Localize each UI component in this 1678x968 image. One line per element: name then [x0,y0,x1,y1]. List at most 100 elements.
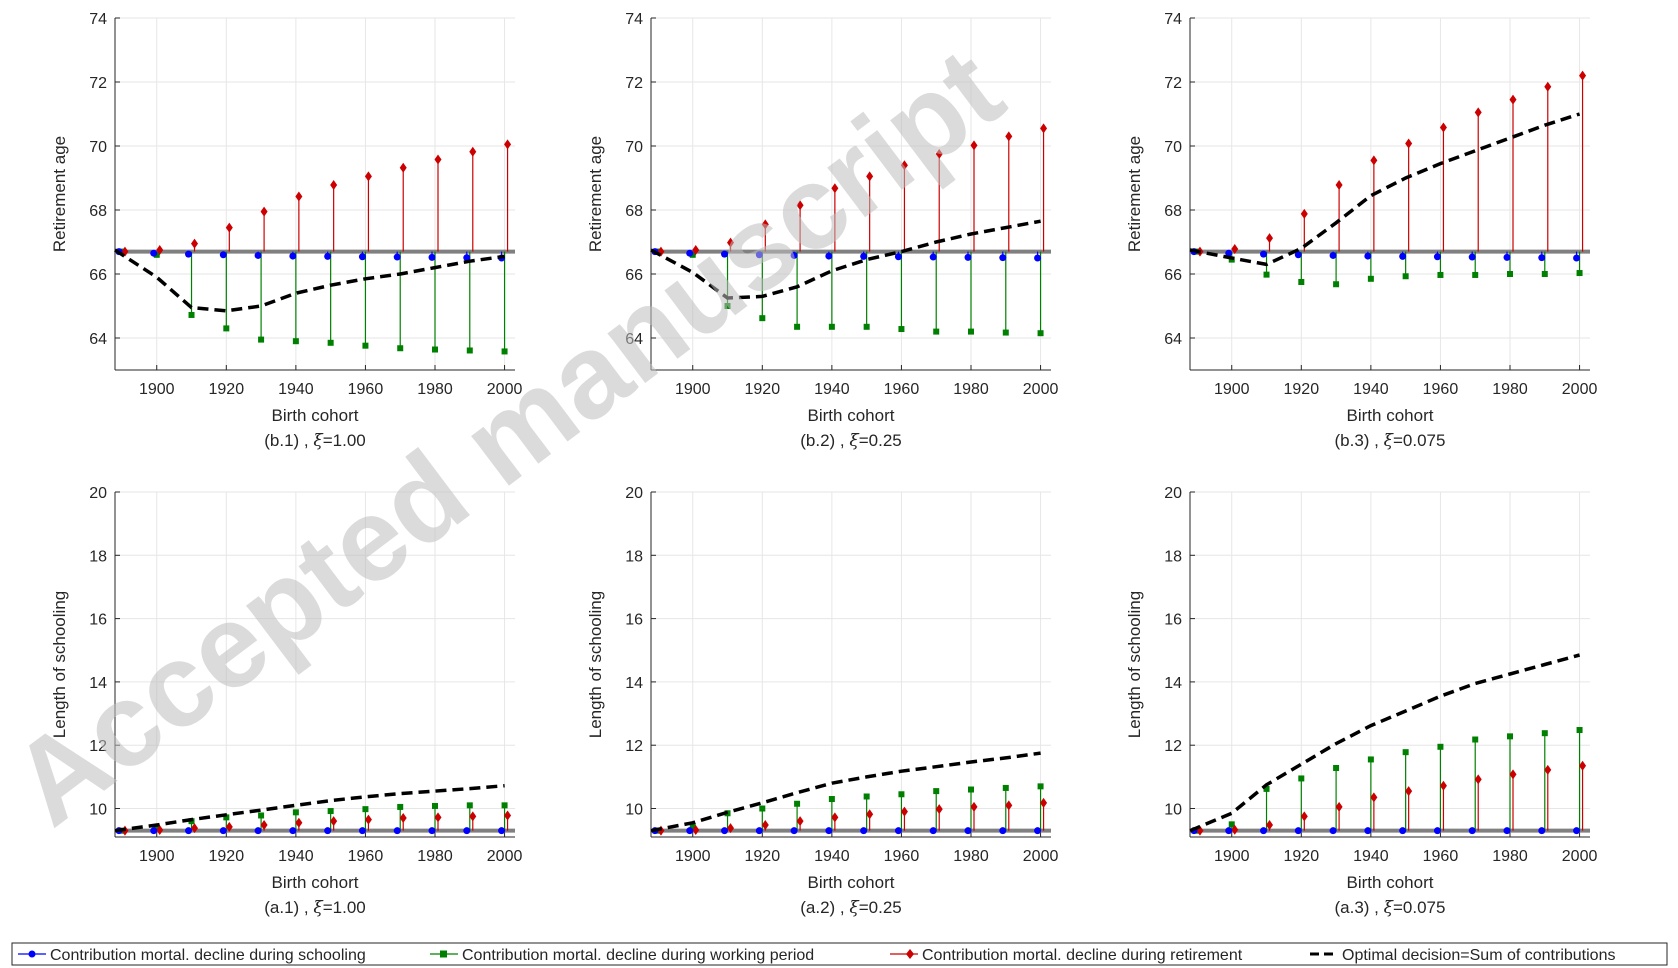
schooling-marker [1399,252,1407,260]
schooling-marker [860,827,868,835]
x-tick-label: 1900 [139,381,175,398]
working-marker [397,803,404,810]
x-tick-label: 2000 [487,381,523,398]
working-marker [863,793,870,800]
working-marker [759,315,766,322]
optimal-decision-line [650,219,1041,300]
working-marker [292,809,299,816]
working-marker [1228,821,1235,828]
retirement-marker [1474,107,1482,118]
schooling-marker [999,254,1007,262]
y-tick-label: 18 [89,548,107,565]
working-marker [898,791,905,798]
working-marker [968,328,974,335]
x-tick-label: 1980 [1492,848,1528,865]
y-tick-label: 10 [625,802,643,819]
working-marker [1437,271,1444,278]
retirement-marker [900,160,908,171]
retirement-marker [1040,123,1048,134]
schooling-marker [358,253,366,261]
working-marker [759,805,766,812]
working-marker [1507,271,1513,277]
working-marker [1472,271,1479,278]
schooling-marker [1329,827,1337,835]
retirement-marker [692,825,700,836]
x-axis-label: Birth cohort [808,873,895,892]
x-axis-label: Birth cohort [1347,873,1434,892]
y-tick-label: 12 [625,738,643,755]
y-tick-label: 12 [89,738,107,755]
retirement-marker [364,171,372,182]
schooling-marker [1433,827,1441,835]
retirement-marker [970,140,978,151]
retirement-marker [727,237,735,248]
retirement-marker [330,180,338,191]
x-tick-label: 2000 [1023,848,1059,865]
y-tick-label: 70 [625,139,643,156]
working-marker [1002,329,1009,336]
schooling-marker [755,251,763,259]
working-marker [689,822,696,829]
panel-caption: (a.3) , ξ=0.075 [1335,898,1446,918]
x-tick-label: 1980 [953,848,989,865]
working-marker [1002,784,1009,791]
schooling-marker [1538,827,1546,835]
y-tick-label: 14 [1164,675,1182,692]
x-tick-label: 1980 [1492,381,1528,398]
schooling-marker [428,827,436,835]
schooling-marker [894,253,902,261]
schooling-marker [999,827,1007,835]
y-tick-label: 64 [625,331,643,348]
working-marker [223,814,230,821]
working-marker [1037,783,1044,790]
working-marker [327,339,334,346]
retirement-marker [469,146,477,157]
retirement-marker [796,200,804,211]
x-tick-label: 1900 [1214,381,1250,398]
working-marker [1402,749,1409,756]
retirement-marker [831,812,839,823]
retirement-marker [1405,138,1413,149]
schooling-marker [755,827,763,835]
schooling-marker [1573,827,1581,835]
x-tick-label: 1940 [1353,381,1389,398]
working-marker [432,346,438,353]
x-tick-label: 1980 [953,381,989,398]
plot-area [1190,18,1590,370]
y-tick-label: 74 [625,11,643,28]
x-tick-label: 1960 [348,848,384,865]
retirement-marker [1579,760,1587,771]
working-marker [327,808,334,815]
x-tick-label: 1900 [1214,848,1250,865]
schooling-marker [219,251,227,259]
working-marker [292,338,299,345]
schooling-marker [428,253,436,261]
schooling-marker [1260,250,1268,258]
chart-panel-a.2: 1900 1920 1940 1960 1980 2000 10 12 14 16 18 20 Birt… [586,485,1058,918]
x-tick-label: 1960 [348,381,384,398]
working-marker [1507,733,1513,740]
working-marker [362,342,369,349]
retirement-marker [1335,180,1343,191]
retirement-marker [1335,801,1343,812]
retirement-marker [1370,155,1378,166]
working-marker [432,802,438,809]
working-marker [397,345,404,352]
working-marker [501,802,508,809]
schooling-marker [1538,254,1546,262]
x-tick-label: 1940 [1353,848,1389,865]
y-axis-label: Length of schooling [586,591,605,738]
optimal-decision-line [1189,112,1581,267]
schooling-marker [1433,253,1441,261]
working-marker [794,800,801,807]
retirement-marker [1266,819,1274,830]
x-tick-label: 1920 [745,848,781,865]
working-marker [933,328,940,335]
retirement-marker [225,222,233,233]
schooling-marker [254,827,262,835]
x-axis-label: Birth cohort [272,406,359,425]
retirement-marker [1005,131,1013,142]
working-marker [466,347,473,354]
y-tick-label: 70 [89,139,107,156]
working-marker [362,806,369,813]
